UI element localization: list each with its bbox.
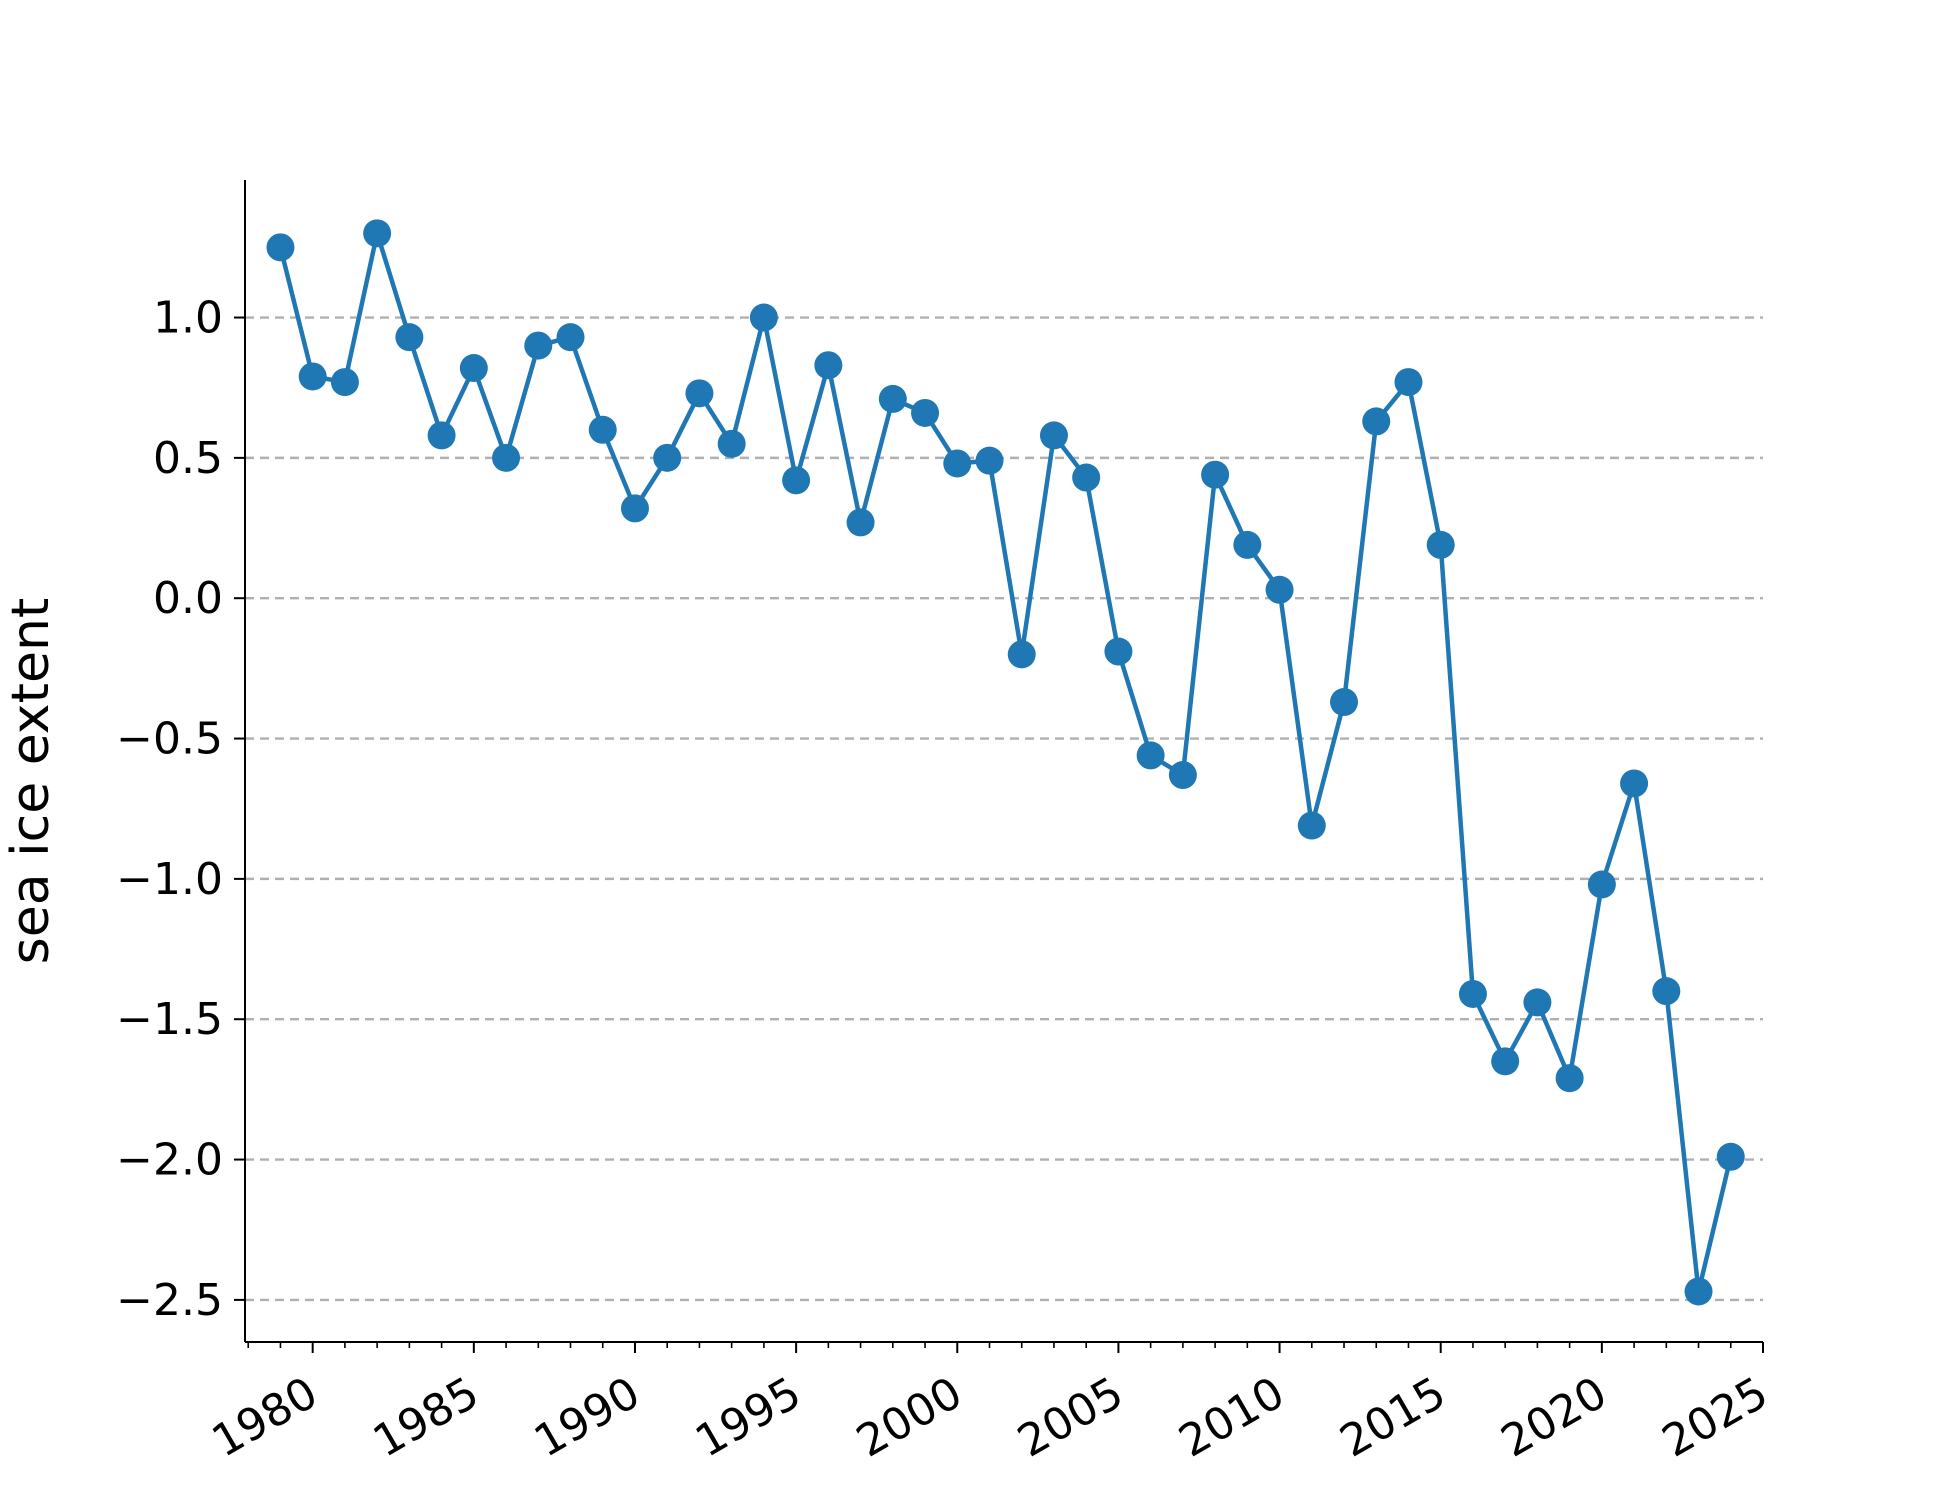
y-tick-label: −2.0 [116,1135,223,1186]
data-point [975,446,1004,475]
data-point [556,323,585,352]
axes [244,180,1763,1343]
data-point [653,443,682,472]
data-point [1394,368,1423,397]
data-point [1072,463,1101,492]
data-point [1362,407,1391,436]
x-axis-ticks: 1980 1985 1990 1995 2000 2005 2010 2015 2020 2025 [204,1342,1777,1468]
data-point [911,398,940,427]
series-line [278,231,1733,1294]
series-sea-ice-extent [278,231,1733,1294]
x-tick-label: 1980 [204,1367,326,1467]
data-point [878,384,907,413]
data-point [749,303,778,332]
data-point [1233,530,1262,559]
data-point [1297,811,1326,840]
y-axis-title: sea ice extent [1,598,61,965]
data-point [1716,1142,1745,1171]
x-tick-label: 2020 [1493,1367,1615,1467]
data-point [1426,530,1455,559]
data-point [1684,1277,1713,1306]
data-point [1201,460,1230,489]
gridlines [245,316,1763,1302]
x-tick-label: 1990 [526,1367,648,1467]
data-point [943,449,972,478]
data-point [1136,741,1165,770]
x-tick-label: 2025 [1654,1367,1776,1467]
data-point [685,379,714,408]
data-point [298,362,327,391]
data-point [782,466,811,495]
data-point [1620,769,1649,798]
y-tick-label: −1.5 [116,994,223,1045]
data-point [814,351,843,380]
data-point [1330,688,1359,717]
y-axis-ticks: 1.0 0.5 0.0 −0.5 −1.0 −1.5 −2.0 −2.5 [116,293,245,1326]
data-point [1265,575,1294,604]
data-points [266,219,1745,1306]
y-tick-label: −1.0 [116,854,223,905]
x-tick-label: 2010 [1171,1367,1293,1467]
data-point [1007,640,1036,669]
x-tick-label: 2005 [1009,1367,1131,1467]
data-point [1491,1047,1520,1076]
y-tick-label: −2.5 [116,1275,223,1326]
data-point [1104,637,1133,666]
y-tick-label: −0.5 [116,714,223,765]
x-tick-label: 2015 [1332,1367,1454,1467]
data-point [1652,977,1681,1006]
data-point [717,429,746,458]
data-point [427,421,456,450]
data-point [1587,870,1616,899]
data-point [1523,988,1552,1017]
x-tick-label: 2000 [848,1367,970,1467]
data-point [846,508,875,537]
data-point [1168,761,1197,790]
data-point [266,233,295,262]
data-point [330,368,359,397]
data-point [1039,421,1068,450]
data-point [1458,979,1487,1008]
y-tick-label: 1.0 [153,293,223,344]
data-point [492,443,521,472]
data-point [1555,1064,1584,1093]
y-tick-label: 0.0 [153,573,223,624]
y-tick-label: 0.5 [153,433,223,484]
x-tick-label: 1995 [687,1367,809,1467]
data-point [524,331,553,360]
x-tick-label: 1985 [365,1367,487,1467]
data-point [588,415,617,444]
data-point [395,323,424,352]
data-point [363,219,392,248]
data-point [459,354,488,383]
data-point [620,494,649,523]
